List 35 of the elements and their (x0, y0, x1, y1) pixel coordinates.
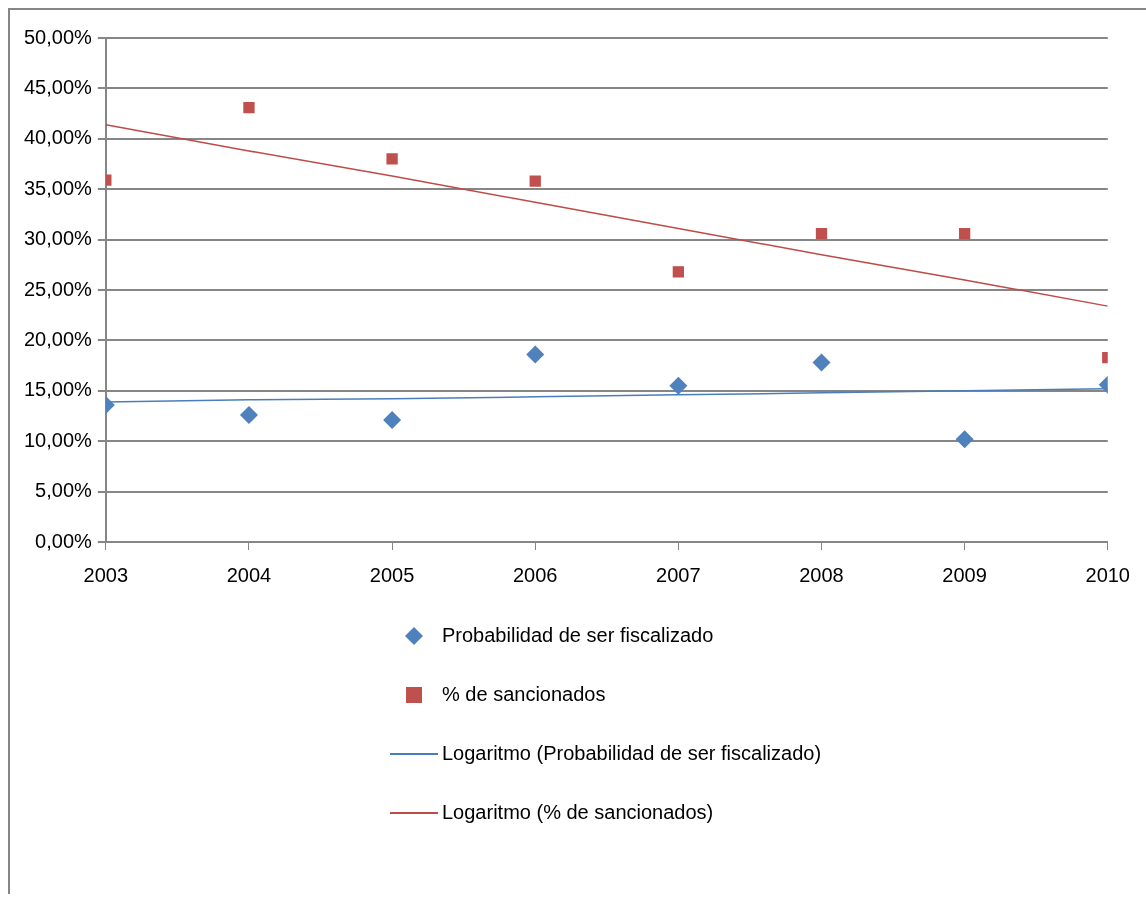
y-tick-label: 20,00% (23, 327, 93, 350)
x-tick-label: 2007 (656, 563, 701, 586)
x-tick-label: 2005 (369, 563, 415, 586)
y-tick-label: 45,00% (23, 75, 93, 98)
legend-label: Probabilidad de ser fiscalizado (442, 624, 714, 647)
x-tick-label: 2003 (83, 563, 129, 586)
y-tick-label: 15,00% (23, 378, 93, 401)
y-tick-label: 25,00% (23, 277, 93, 300)
point (958, 227, 971, 240)
point (239, 405, 258, 424)
point (383, 411, 402, 430)
point (815, 227, 828, 240)
x-tick-label: 2010 (1085, 563, 1130, 586)
legend-label: Logaritmo (Probabilidad de ser fiscalizado) (442, 742, 822, 765)
legend-label: Logaritmo (% de sancionados) (442, 801, 714, 824)
point (672, 266, 685, 278)
x-tick-label: 2004 (226, 563, 272, 586)
point (812, 353, 831, 372)
point (669, 376, 688, 395)
point (386, 153, 398, 165)
y-tick-label: 10,00% (23, 428, 93, 451)
y-tick-label: 30,00% (23, 227, 93, 250)
y-tick-label: 5,00% (35, 479, 93, 502)
y-tick-label: 35,00% (23, 176, 93, 199)
y-tick-label: 0,00% (35, 529, 93, 552)
point (529, 175, 541, 187)
point (526, 345, 545, 364)
y-tick-label: 50,00% (23, 25, 93, 48)
x-tick-label: 2009 (942, 563, 987, 586)
legend-label: % de sancionados (442, 683, 606, 706)
x-tick-label: 2006 (512, 563, 558, 586)
y-tick-label: 40,00% (23, 126, 93, 149)
point (243, 101, 255, 114)
point (955, 430, 974, 449)
x-tick-label: 2008 (799, 563, 844, 586)
